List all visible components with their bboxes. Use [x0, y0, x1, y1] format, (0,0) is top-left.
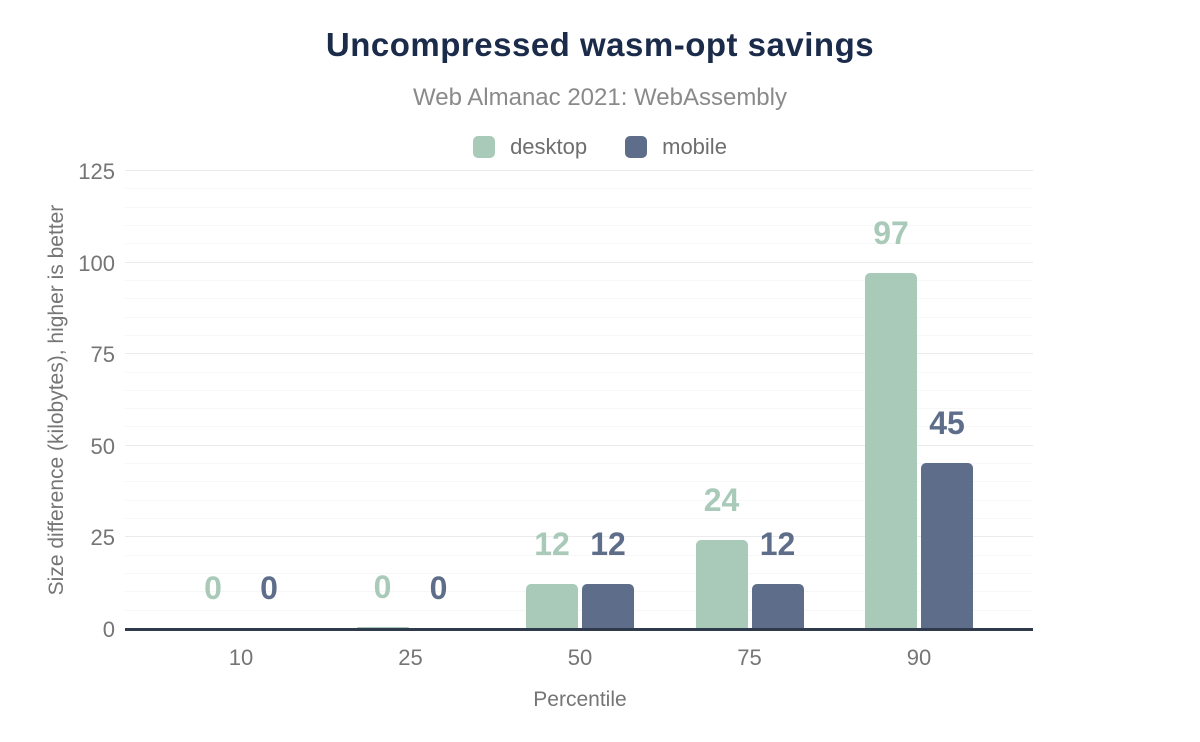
x-axis-title: Percentile: [533, 688, 627, 711]
bar-value-mobile-75: 12: [759, 526, 796, 562]
minor-gridline: [125, 335, 1033, 336]
x-tick-label-50: 50: [567, 645, 593, 670]
x-tick-label-25: 25: [398, 645, 423, 670]
minor-gridline: [125, 518, 1033, 519]
legend-label-mobile: mobile: [662, 134, 727, 159]
legend: desktop mobile: [0, 133, 1200, 161]
bar-value-mobile-25: 0: [429, 570, 448, 606]
bar-mobile-90[interactable]: [921, 463, 973, 628]
major-gridline: [125, 445, 1033, 446]
minor-gridline: [125, 610, 1033, 611]
minor-gridline: [125, 573, 1033, 574]
legend-item-mobile[interactable]: mobile: [625, 134, 727, 160]
minor-gridline: [125, 188, 1033, 189]
minor-gridline: [125, 280, 1033, 281]
y-tick-label-75: 75: [90, 342, 115, 367]
minor-gridline: [125, 481, 1033, 482]
desktop-swatch-icon: [473, 136, 496, 158]
bar-value-mobile-50: 12: [590, 526, 626, 562]
x-tick-label-10: 10: [228, 645, 254, 670]
legend-label-desktop: desktop: [510, 134, 588, 159]
bar-mobile-75[interactable]: [751, 584, 804, 628]
minor-gridline: [125, 500, 1033, 501]
bar-value-desktop-25: 0: [373, 569, 392, 605]
bar-desktop-25[interactable]: [356, 627, 409, 628]
bar-value-desktop-90: 97: [873, 215, 909, 251]
x-axis-line: [125, 628, 1033, 631]
bar-desktop-50[interactable]: [526, 584, 578, 628]
bar-mobile-50[interactable]: [582, 584, 634, 628]
minor-gridline: [125, 426, 1033, 427]
bar-value-desktop-75: 24: [703, 482, 740, 518]
bar-value-mobile-10: 0: [260, 570, 278, 606]
minor-gridline: [125, 591, 1033, 592]
chart-title: Uncompressed wasm-opt savings: [325, 26, 875, 63]
bar-desktop-75[interactable]: [695, 540, 748, 628]
legend-item-desktop[interactable]: desktop: [473, 134, 587, 160]
mobile-swatch-icon: [625, 136, 648, 158]
x-tick-label-75: 75: [737, 645, 762, 670]
y-tick-label-25: 25: [90, 525, 115, 550]
chart-subtitle: Web Almanac 2021: WebAssembly: [413, 84, 787, 111]
minor-gridline: [125, 408, 1033, 409]
x-tick-label-90: 90: [906, 645, 932, 670]
y-tick-label-50: 50: [90, 434, 115, 459]
bar-value-desktop-50: 12: [534, 526, 570, 562]
minor-gridline: [125, 555, 1033, 556]
bar-value-mobile-90: 45: [929, 405, 965, 441]
minor-gridline: [125, 372, 1033, 373]
minor-gridline: [125, 390, 1033, 391]
y-tick-label-125: 125: [78, 159, 115, 184]
major-gridline: [125, 170, 1033, 171]
bar-value-desktop-10: 0: [204, 570, 222, 606]
major-gridline: [125, 536, 1033, 537]
minor-gridline: [125, 225, 1033, 226]
bar-desktop-90[interactable]: [865, 273, 917, 628]
major-gridline: [125, 353, 1033, 354]
y-tick-label-0: 0: [102, 617, 115, 642]
y-tick-label-100: 100: [78, 251, 115, 276]
minor-gridline: [125, 298, 1033, 299]
minor-gridline: [125, 317, 1033, 318]
minor-gridline: [125, 463, 1033, 464]
minor-gridline: [125, 207, 1033, 208]
y-axis-title: Size difference (kilobytes), higher is b…: [45, 204, 68, 596]
major-gridline: [125, 262, 1033, 263]
minor-gridline: [125, 243, 1033, 244]
